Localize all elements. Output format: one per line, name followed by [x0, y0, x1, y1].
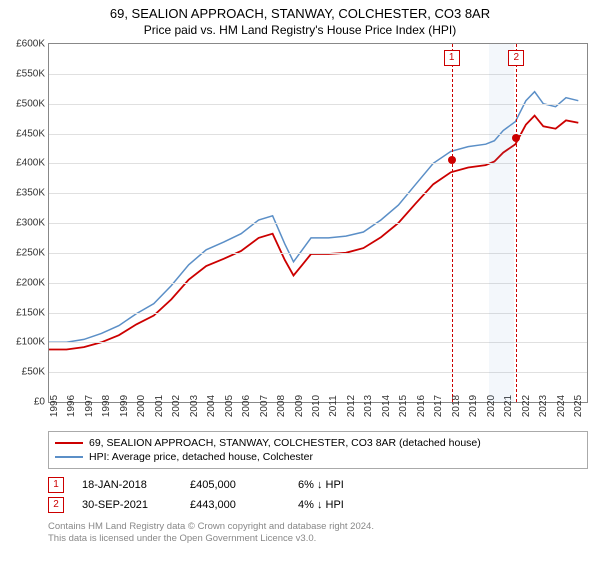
- chart-plot-area: £0£50K£100K£150K£200K£250K£300K£350K£400…: [48, 43, 588, 403]
- y-axis-label: £100K: [16, 337, 45, 348]
- legend-item: 69, SEALION APPROACH, STANWAY, COLCHESTE…: [55, 436, 581, 450]
- y-axis-label: £150K: [16, 307, 45, 318]
- x-axis-label: 2004: [206, 395, 217, 417]
- y-axis-label: £0: [34, 397, 45, 408]
- y-axis-label: £450K: [16, 128, 45, 139]
- x-axis-label: 2002: [171, 395, 182, 417]
- x-axis-label: 2023: [538, 395, 549, 417]
- y-axis-label: £300K: [16, 218, 45, 229]
- x-axis-label: 2000: [136, 395, 147, 417]
- x-axis-label: 2014: [381, 395, 392, 417]
- x-axis-label: 2025: [573, 395, 584, 417]
- x-axis-label: 2015: [398, 395, 409, 417]
- chart-title: 69, SEALION APPROACH, STANWAY, COLCHESTE…: [0, 6, 600, 21]
- x-axis-label: 2013: [363, 395, 374, 417]
- y-axis-label: £550K: [16, 68, 45, 79]
- x-axis-label: 2008: [276, 395, 287, 417]
- marker-badge-2: 2: [508, 50, 524, 66]
- y-axis-label: £250K: [16, 247, 45, 258]
- legend-box: 69, SEALION APPROACH, STANWAY, COLCHESTE…: [48, 431, 588, 469]
- chart-subtitle: Price paid vs. HM Land Registry's House …: [0, 23, 600, 37]
- x-axis-label: 2011: [328, 395, 339, 417]
- footnote-line-1: Contains HM Land Registry data © Crown c…: [48, 521, 374, 532]
- x-axis-label: 2006: [241, 395, 252, 417]
- marker-vline-2: [516, 44, 517, 402]
- y-axis-label: £500K: [16, 98, 45, 109]
- legend-swatch: [55, 442, 83, 444]
- y-axis-label: £350K: [16, 188, 45, 199]
- x-axis-label: 1997: [84, 395, 95, 417]
- y-axis-label: £50K: [22, 367, 45, 378]
- info-badge: 1: [48, 477, 64, 493]
- legend-label: HPI: Average price, detached house, Colc…: [89, 451, 313, 463]
- x-axis-label: 1995: [49, 395, 60, 417]
- info-row: 2 30-SEP-2021 £443,000 4% ↓ HPI: [48, 495, 588, 515]
- x-axis-label: 2010: [311, 395, 322, 417]
- y-axis-label: £400K: [16, 158, 45, 169]
- y-axis-label: £600K: [16, 39, 45, 50]
- x-axis-label: 2003: [189, 395, 200, 417]
- info-row: 1 18-JAN-2018 £405,000 6% ↓ HPI: [48, 475, 588, 495]
- x-axis-label: 1996: [66, 395, 77, 417]
- x-axis-label: 2017: [433, 395, 444, 417]
- marker-dot-2: [512, 134, 520, 142]
- marker-dot-1: [448, 156, 456, 164]
- x-axis-label: 2009: [294, 395, 305, 417]
- info-date: 30-SEP-2021: [82, 499, 172, 511]
- x-axis-label: 2005: [224, 395, 235, 417]
- info-price: £443,000: [190, 499, 280, 511]
- marker-info-table: 1 18-JAN-2018 £405,000 6% ↓ HPI 2 30-SEP-2021…: [48, 475, 588, 515]
- x-axis-label: 2001: [154, 395, 165, 417]
- highlight-band: [489, 44, 513, 402]
- legend-label: 69, SEALION APPROACH, STANWAY, COLCHESTE…: [89, 437, 481, 449]
- x-axis-label: 2019: [468, 395, 479, 417]
- legend-item: HPI: Average price, detached house, Colc…: [55, 450, 581, 464]
- marker-badge-1: 1: [444, 50, 460, 66]
- marker-vline-1: [452, 44, 453, 402]
- x-axis-label: 2012: [346, 395, 357, 417]
- footnote-line-2: This data is licensed under the Open Gov…: [48, 533, 316, 544]
- x-axis-label: 1999: [119, 395, 130, 417]
- x-axis-label: 2022: [521, 395, 532, 417]
- x-axis-label: 2007: [259, 395, 270, 417]
- footnote: Contains HM Land Registry data © Crown c…: [48, 521, 588, 546]
- x-axis-label: 2024: [556, 395, 567, 417]
- info-badge: 2: [48, 497, 64, 513]
- info-delta: 4% ↓ HPI: [298, 499, 388, 511]
- legend-swatch: [55, 456, 83, 458]
- x-axis-label: 1998: [101, 395, 112, 417]
- info-price: £405,000: [190, 479, 280, 491]
- y-axis-label: £200K: [16, 277, 45, 288]
- x-axis-label: 2016: [416, 395, 427, 417]
- info-delta: 6% ↓ HPI: [298, 479, 388, 491]
- info-date: 18-JAN-2018: [82, 479, 172, 491]
